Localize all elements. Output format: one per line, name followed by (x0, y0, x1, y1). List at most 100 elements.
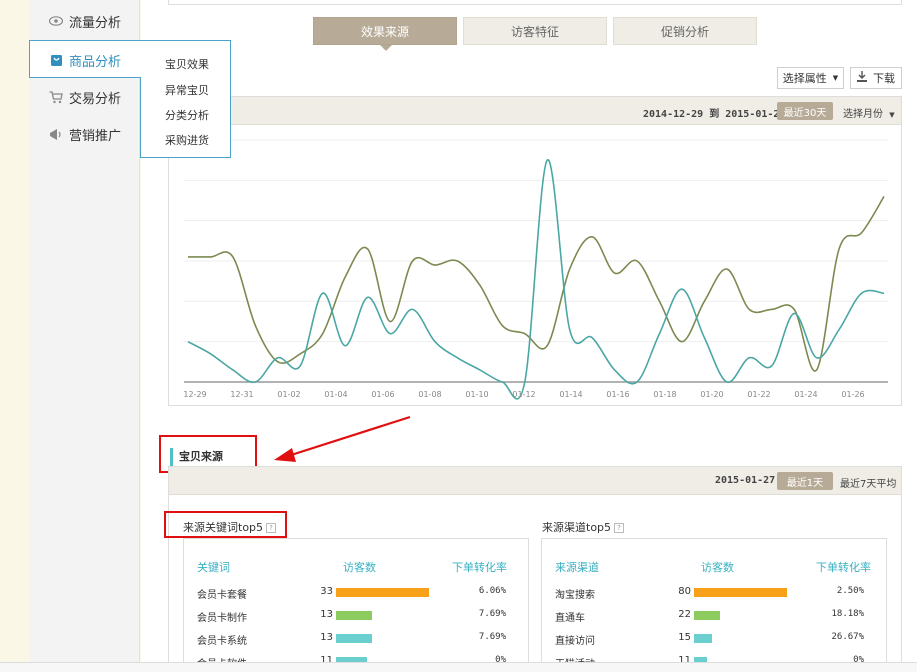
tab-visitor-traits[interactable]: 访客特征 (463, 17, 607, 45)
visitor-bar (694, 611, 720, 620)
submenu-item-category[interactable]: 分类分析 (165, 109, 209, 122)
visitor-bar (694, 657, 707, 666)
bottom-scroll-strip (0, 662, 917, 672)
x-tick-label: 01-18 (653, 390, 676, 399)
sidebar-item-marketing[interactable]: 营销推广 (48, 124, 121, 144)
table-header: 来源渠道 (555, 561, 599, 574)
sidebar-item-label: 流量分析 (69, 15, 122, 31)
visitor-bar (336, 588, 429, 597)
trend-line-chart: 12-29 12-31 01-02 01-04 01-06 01-08 01-10 01-12… (183, 139, 888, 400)
keywords-title: 来源关键词top5? (183, 519, 277, 535)
table-cell-rate: 26.67% (831, 632, 864, 642)
x-tick-label: 01-14 (559, 390, 582, 399)
table-cell-visitors: 15 (678, 632, 691, 643)
table-cell-rate: 2.50% (836, 586, 864, 596)
table-header: 访客数 (343, 561, 376, 574)
table-header: 下单转化率 (452, 561, 507, 574)
visitor-bar (694, 588, 787, 597)
sidebar-item-products[interactable]: 商品分析 (29, 40, 141, 78)
recent-1-day-button[interactable]: 最近1天 (777, 472, 833, 490)
active-tab-caret (380, 45, 392, 51)
table-cell-name[interactable]: 会员卡制作 (197, 613, 247, 624)
download-label: 下载 (873, 72, 895, 85)
cart-icon (48, 90, 64, 104)
channels-table: 来源渠道 访客数 下单转化率 淘宝搜索 80 2.50% 直通车 22 18.18% 直接访… (541, 538, 887, 672)
x-tick-label: 01-04 (324, 390, 347, 399)
chart-date-range: 2014-12-29 到 2015-01-27 (643, 109, 786, 120)
chart-series-1 (187, 159, 885, 400)
table-cell-visitors: 11 (678, 655, 691, 666)
table-cell-visitors: 13 (320, 609, 333, 620)
download-button[interactable]: 下载 (850, 67, 902, 89)
caret-down-icon: ▼ (889, 111, 895, 119)
visitor-bar (336, 634, 372, 643)
sidebar-item-trade[interactable]: 交易分析 (48, 87, 121, 107)
channels-title: 来源渠道top5? (542, 519, 625, 535)
table-cell-visitors: 80 (678, 586, 691, 597)
table-cell-visitors: 22 (678, 609, 691, 620)
table-header: 关键词 (197, 561, 230, 574)
megaphone-icon (48, 127, 64, 141)
help-icon[interactable]: ? (266, 523, 277, 533)
table-cell-name[interactable]: 直接访问 (555, 636, 595, 647)
x-tick-label: 01-16 (606, 390, 629, 399)
tab-effect-source[interactable]: 效果来源 (313, 17, 457, 45)
recent-30-days-button[interactable]: 最近30天 (777, 102, 833, 120)
sidebar-item-label: 商品分析 (69, 54, 122, 70)
x-tick-label: 12-31 (230, 390, 253, 399)
table-cell-rate: 0% (495, 655, 506, 665)
keywords-table: 关键词 访客数 下单转化率 会员卡套餐 33 6.06% 会员卡制作 13 7.69% 会员… (183, 538, 529, 672)
x-tick-label: 01-06 (371, 390, 394, 399)
select-month-dropdown[interactable]: 选择月份 ▼ (843, 105, 895, 120)
table-cell-name[interactable]: 直通车 (555, 613, 585, 624)
x-tick-label: 01-02 (277, 390, 300, 399)
sidebar-item-label: 营销推广 (69, 128, 122, 144)
trend-chart-panel: 2014-12-29 到 2015-01-27 最近30天 选择月份 ▼ (168, 96, 902, 406)
submenu-item-abnormal[interactable]: 异常宝贝 (165, 84, 209, 97)
chart-panel-header: 2014-12-29 到 2015-01-27 最近30天 选择月份 ▼ (169, 97, 901, 125)
table-cell-visitors: 33 (320, 586, 333, 597)
caret-down-icon: ▼ (832, 74, 839, 82)
table-cell-name[interactable]: 淘宝搜索 (555, 590, 595, 601)
submenu-item-item-effect[interactable]: 宝贝效果 (165, 58, 209, 71)
source-date: 2015-01-27 (715, 475, 776, 486)
products-submenu: 宝贝效果 异常宝贝 分类分析 采购进货 (140, 40, 231, 158)
tab-promotion-analysis[interactable]: 促销分析 (613, 17, 757, 45)
table-cell-rate: 7.69% (478, 609, 506, 619)
visitor-bar (336, 611, 372, 620)
table-cell-rate: 18.18% (831, 609, 864, 619)
select-attribute-dropdown[interactable]: 选择属性 ▼ (777, 67, 844, 89)
table-cell-rate: 7.69% (478, 632, 506, 642)
sidebar (30, 0, 140, 672)
sidebar-item-label: 交易分析 (69, 91, 122, 107)
sidebar-item-traffic[interactable]: 流量分析 (48, 11, 121, 31)
help-icon[interactable]: ? (614, 523, 625, 533)
table-cell-name[interactable]: 会员卡系统 (197, 636, 247, 647)
submenu-item-purchase[interactable]: 采购进货 (165, 134, 209, 147)
bag-icon (48, 53, 64, 67)
highlight-box-keywords-title (164, 511, 287, 538)
x-tick-label: 12-29 (183, 390, 206, 399)
top-panel-edge (168, 0, 902, 5)
select-month-label: 选择月份 (843, 109, 883, 120)
select-attribute-label: 选择属性 (782, 72, 827, 85)
x-tick-label: 01-12 (512, 390, 535, 399)
table-cell-visitors: 11 (320, 655, 333, 666)
recent-7-day-avg-link[interactable]: 最近7天平均 (840, 479, 897, 490)
x-tick-label: 01-26 (841, 390, 864, 399)
table-header: 访客数 (701, 561, 734, 574)
visitor-bar (336, 657, 367, 666)
source-panel-header: 2015-01-27 最近1天 最近7天平均 (169, 467, 901, 495)
section-title-item-source: 宝贝来源 (170, 448, 223, 466)
table-cell-rate: 0% (853, 655, 864, 665)
channels-title-text: 来源渠道top5 (542, 521, 612, 534)
table-cell-name[interactable]: 会员卡套餐 (197, 590, 247, 601)
visitor-bar (694, 634, 712, 643)
x-tick-label: 01-24 (794, 390, 817, 399)
x-tick-label: 01-20 (700, 390, 723, 399)
keywords-title-text: 来源关键词top5 (183, 521, 264, 534)
x-tick-label: 01-10 (465, 390, 488, 399)
x-tick-label: 01-22 (747, 390, 770, 399)
download-icon (857, 71, 867, 85)
table-cell-rate: 6.06% (478, 586, 506, 596)
